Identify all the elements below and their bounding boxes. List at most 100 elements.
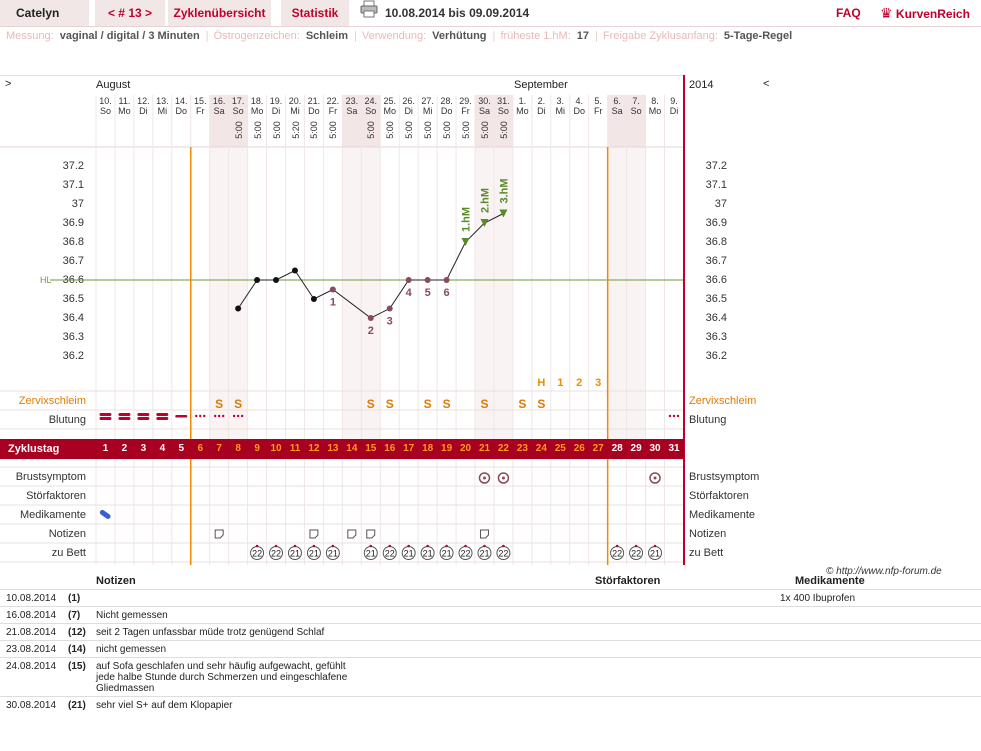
weekend-shade: [361, 147, 381, 439]
cycle-day-number[interactable]: 28: [611, 443, 623, 454]
cycle-day-number[interactable]: 18: [422, 443, 434, 454]
cycle-day-number[interactable]: 26: [573, 443, 585, 454]
printer-icon[interactable]: [360, 0, 378, 26]
day-header[interactable]: 17. So 5:00: [228, 95, 248, 147]
day-header[interactable]: 14. Do: [172, 95, 191, 147]
y-tick-label: 37: [714, 198, 727, 210]
day-header[interactable]: 18. Mo 5:00: [248, 95, 267, 147]
y-tick-label: 36.3: [705, 331, 727, 343]
tab-cycle-overview[interactable]: Zyklenübersicht: [168, 0, 271, 26]
hl-label: HL: [40, 275, 52, 285]
day-weekday: Mo: [383, 106, 396, 116]
day-header[interactable]: 31. So 5:00: [493, 95, 513, 147]
bleeding-mark: [137, 413, 150, 416]
zervix-mark: S: [537, 397, 545, 411]
row-label-notes: Notizen: [48, 528, 86, 540]
cycle-day-number[interactable]: 10: [270, 443, 282, 454]
cycle-navigator[interactable]: < # 13 >: [95, 0, 165, 26]
cycle-day-number[interactable]: 27: [592, 443, 604, 454]
cycle-day-number[interactable]: 21: [478, 443, 491, 454]
day-date: 27.: [421, 96, 434, 106]
tab-statistics[interactable]: Statistik: [281, 0, 349, 26]
faq-link[interactable]: FAQ: [836, 6, 861, 20]
cycle-day-number[interactable]: 2: [121, 443, 128, 454]
day-weekday: Do: [440, 106, 453, 116]
cycle-day-number[interactable]: 14: [346, 443, 358, 454]
cycle-day-number[interactable]: 20: [459, 443, 472, 454]
cycle-day-number[interactable]: 23: [516, 443, 528, 454]
cycle-day-number[interactable]: 24: [535, 443, 547, 454]
day-header[interactable]: 12. Di: [134, 95, 153, 147]
cycle-day-number[interactable]: 16: [384, 443, 396, 454]
cycle-day-number[interactable]: 4: [159, 443, 166, 454]
cycle-day-number[interactable]: 12: [308, 443, 320, 454]
day-header[interactable]: 23. Sa: [342, 95, 362, 147]
cycle-day-number[interactable]: 31: [668, 443, 680, 454]
release-label: Freigabe Zyklusanfang:: [602, 30, 718, 42]
day-header[interactable]: 19. Di 5:00: [267, 95, 286, 147]
day-header[interactable]: 9. Di: [665, 95, 684, 147]
day-weekday: Fr: [461, 106, 470, 116]
cycle-day-number[interactable]: 1: [102, 443, 109, 454]
day-header[interactable]: 3. Mi: [551, 95, 570, 147]
day-header[interactable]: 1. Mo: [513, 95, 532, 147]
y-tick-label: 37.1: [705, 179, 727, 191]
day-header[interactable]: 26. Di 5:00: [399, 95, 418, 147]
row-label-zervix-right: Zervixschleim: [689, 395, 757, 407]
day-header[interactable]: 25. Mo 5:00: [380, 95, 399, 147]
day-weekday: Di: [537, 106, 546, 116]
day-header[interactable]: 8. Mo: [646, 95, 665, 147]
day-header[interactable]: 28. Do 5:00: [437, 95, 456, 147]
nav-prev-button[interactable]: >: [5, 78, 12, 90]
day-header[interactable]: 24. So 5:00: [361, 95, 381, 147]
cycle-day-number[interactable]: 25: [554, 443, 566, 454]
day-header[interactable]: 2. Di: [532, 95, 551, 147]
note-cycle-day: (1): [68, 593, 81, 604]
day-header[interactable]: 11. Mo: [115, 95, 134, 147]
day-header[interactable]: 4. Do: [570, 95, 589, 147]
note-icon: [366, 529, 376, 539]
day-header[interactable]: 27. Mi 5:00: [418, 95, 437, 147]
spotting-mark: [221, 414, 225, 418]
cycle-day-number[interactable]: 11: [289, 443, 301, 454]
cycle-day-number[interactable]: 8: [235, 443, 241, 454]
day-date: 9.: [670, 96, 678, 106]
nav-next-button[interactable]: <: [763, 78, 770, 90]
cycle-day-number[interactable]: 5: [178, 443, 185, 454]
cycle-day-number[interactable]: 9: [254, 443, 260, 454]
cycle-day-number[interactable]: 6: [197, 443, 204, 454]
zervix-mark: S: [215, 397, 223, 411]
temperature-point: [273, 277, 280, 283]
day-header[interactable]: 7. So: [626, 95, 646, 147]
day-date: 2.: [537, 96, 546, 106]
cycle-day-number[interactable]: 19: [441, 443, 453, 454]
day-header[interactable]: 15. Fr: [191, 95, 210, 147]
breast-symptom-icon: [649, 472, 661, 484]
cycle-day-number[interactable]: 22: [497, 443, 509, 454]
y-tick-label: 36.9: [705, 217, 727, 229]
note-medication: 1x 400 Ibuprofen: [780, 593, 856, 604]
cycle-day-number[interactable]: 15: [365, 443, 377, 454]
day-header[interactable]: 13. Mi: [153, 95, 172, 147]
day-header[interactable]: 6. Sa: [607, 95, 627, 147]
cycle-day-number[interactable]: 3: [140, 443, 147, 454]
bedtime-marker: [388, 544, 392, 548]
cycle-day-number[interactable]: 30: [649, 443, 661, 454]
day-header[interactable]: 30. Sa 5:00: [475, 95, 494, 147]
note-text: seit 2 Tagen unfassbar müde trotz genüge…: [96, 627, 325, 638]
cycle-day-number[interactable]: 13: [327, 443, 339, 454]
bedtime-marker: [615, 544, 619, 548]
brand-logo[interactable]: ♛ KurvenReich: [880, 0, 970, 26]
breast-symptom-icon: [482, 476, 486, 480]
cycle-day-number[interactable]: 7: [216, 443, 222, 454]
temperature-point: [310, 296, 317, 302]
cycle-day-number[interactable]: 29: [630, 443, 642, 454]
day-header[interactable]: 20. Mi 5:20: [286, 95, 305, 147]
day-header[interactable]: 10. So: [96, 95, 115, 147]
cycle-day-number[interactable]: 17: [403, 443, 415, 454]
day-header[interactable]: 21. Do 5:00: [304, 95, 323, 147]
day-header[interactable]: 29. Fr 5:00: [456, 95, 475, 147]
day-header[interactable]: 22. Fr 5:00: [323, 95, 342, 147]
day-header[interactable]: 16. Sa: [209, 95, 229, 147]
day-header[interactable]: 5. Fr: [589, 95, 608, 147]
